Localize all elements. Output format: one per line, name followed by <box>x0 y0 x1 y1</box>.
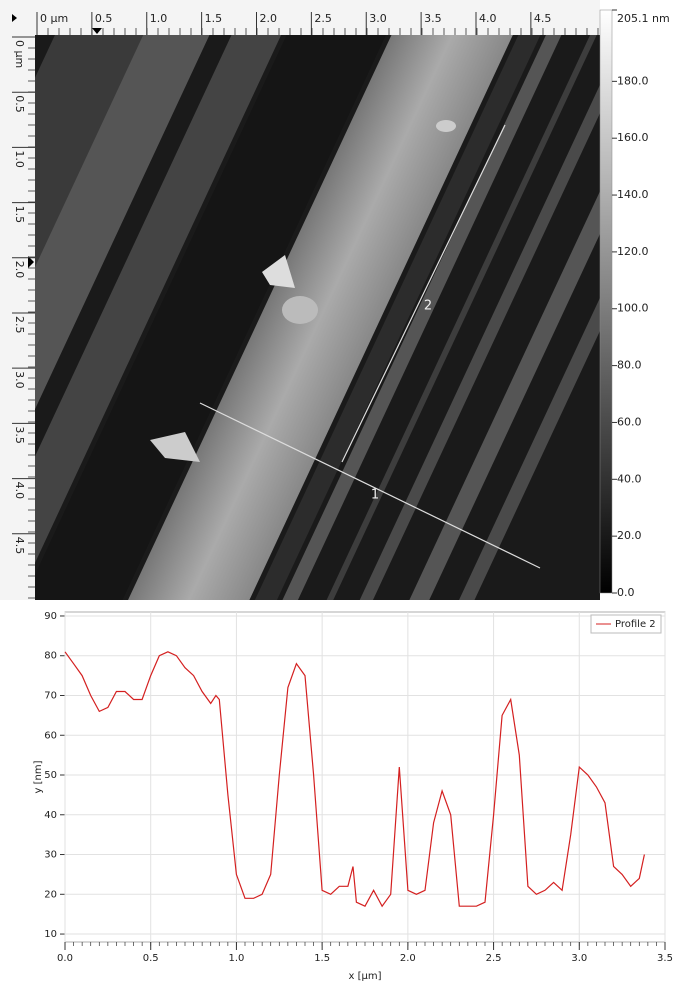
ruler-label: 0.5 <box>95 12 113 25</box>
ruler-label: 4.5 <box>13 537 26 555</box>
screen: 1 2 0 µm 0.5 1.0 1.5 2.0 2.5 3.0 3.5 4.0 4.5 0 µm 0… <box>0 0 673 982</box>
colorbar-label: 120.0 <box>617 245 649 258</box>
ruler-label: 2.0 <box>259 12 277 25</box>
colorbar-label: 205.1 nm <box>617 12 670 25</box>
ruler-label: 1.0 <box>150 12 168 25</box>
ruler-label: 3.5 <box>424 12 442 25</box>
ruler-label: 4.0 <box>479 12 497 25</box>
legend-label: Profile 2 <box>615 619 656 630</box>
ruler-label: 0.5 <box>13 95 26 113</box>
y-tick-label: 40 <box>44 810 57 821</box>
x-axis-label: x [µm] <box>348 971 381 982</box>
x-tick-label: 2.0 <box>400 953 416 964</box>
ruler-label: 3.5 <box>13 426 26 444</box>
y-tick-label: 10 <box>44 929 57 940</box>
ruler-label: 1.5 <box>205 12 223 25</box>
ruler-label: 4.0 <box>13 482 26 500</box>
x-tick-label: 3.0 <box>571 953 587 964</box>
colorbar-label: 160.0 <box>617 131 649 144</box>
profile-label: 1 <box>371 488 379 503</box>
colorbar-label: 180.0 <box>617 74 649 87</box>
colorbar-label: 0.0 <box>617 586 635 599</box>
y-tick-label: 30 <box>44 850 57 861</box>
ruler-label: 2.5 <box>13 316 26 334</box>
y-axis-label: y [nm] <box>33 760 44 793</box>
y-tick-label: 80 <box>44 651 57 662</box>
colorbar-label: 60.0 <box>617 415 642 428</box>
colorbar-label: 20.0 <box>617 529 642 542</box>
colorbar-label: 140.0 <box>617 188 649 201</box>
y-tick-label: 70 <box>44 690 57 701</box>
y-tick-label: 20 <box>44 889 57 900</box>
x-tick-label: 0.0 <box>57 953 73 964</box>
colorbar <box>600 10 612 593</box>
ruler-label: 3.0 <box>13 371 26 389</box>
ruler-label: 2.5 <box>314 12 332 25</box>
x-tick-label: 3.5 <box>657 953 673 964</box>
x-tick-label: 0.5 <box>143 953 159 964</box>
ruler-label: 2.0 <box>13 261 26 279</box>
page: 1 2 0 µm 0.5 1.0 1.5 2.0 2.5 3.0 3.5 4.0 4.5 0 µm 0… <box>0 0 673 986</box>
y-tick-label: 50 <box>44 770 57 781</box>
y-tick-label: 60 <box>44 730 57 741</box>
colorbar-label: 80.0 <box>617 359 642 372</box>
x-tick-label: 2.5 <box>486 953 502 964</box>
colorbar-label: 100.0 <box>617 302 649 315</box>
x-tick-label: 1.5 <box>314 953 330 964</box>
ruler-label: 1.0 <box>13 150 26 168</box>
ruler-label: 4.5 <box>534 12 552 25</box>
profile-label: 2 <box>424 299 432 314</box>
y-tick-label: 90 <box>44 611 57 622</box>
plot-area <box>65 612 665 942</box>
ruler-label: 1.5 <box>13 206 26 224</box>
ruler-label: 3.0 <box>369 12 387 25</box>
ruler-label: 0 µm <box>13 40 26 68</box>
colorbar-label: 40.0 <box>617 472 642 485</box>
x-tick-label: 1.0 <box>228 953 244 964</box>
ruler-label: 0 µm <box>40 12 68 25</box>
